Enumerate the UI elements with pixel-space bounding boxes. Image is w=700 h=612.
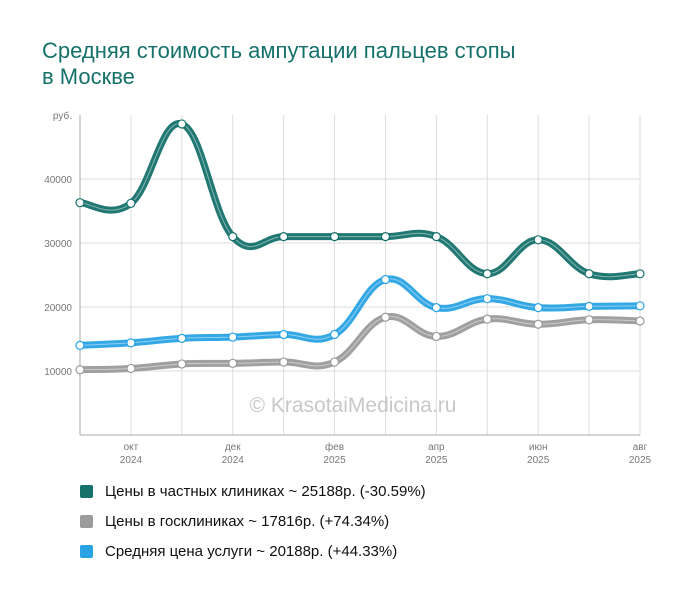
legend-label-private: Цены в частных клиниках ~ 25188р. (-30.5…: [105, 482, 426, 500]
legend-swatch-public: [80, 514, 93, 528]
y-axis-unit-label: руб.: [53, 110, 72, 122]
series-0-point: [329, 232, 340, 242]
series-0-point: [75, 198, 85, 208]
series-2-point: [584, 301, 594, 311]
series-2-point: [482, 294, 492, 304]
series-1-point: [482, 314, 492, 324]
series-1-point: [177, 359, 187, 369]
x-tick-label-year: 2024: [222, 455, 245, 466]
series-0-point: [635, 269, 645, 279]
series-2-point: [431, 303, 441, 313]
series-1-point: [75, 365, 85, 375]
y-tick-label: 10000: [44, 367, 72, 378]
series-2-point: [177, 333, 187, 343]
series-1-point: [228, 358, 238, 368]
series-2-point: [380, 274, 391, 285]
series-0-point: [533, 235, 543, 245]
chart-title-line-1: Средняя стоимость ампутации пальцев стоп…: [42, 38, 516, 63]
watermark: © KrasotaiMedicina.ru: [250, 394, 457, 417]
legend-label-public: Цены в госклиниках ~ 17816р. (+74.34%): [105, 512, 390, 530]
legend-item-private[interactable]: Цены в частных клиниках ~ 25188р. (-30.5…: [80, 482, 426, 500]
series-0-point: [431, 232, 441, 242]
series-2-point: [75, 340, 85, 350]
legend-swatch-private: [80, 484, 93, 498]
x-tick-label-month: фев: [325, 441, 344, 453]
series-2-point: [635, 301, 645, 311]
x-tick-label-year: 2024: [120, 455, 143, 466]
line-chart: 10000 20000 30000 40000 руб. окт 2024 дек 2024 фе…: [44, 110, 652, 466]
series-2-point: [126, 338, 136, 348]
legend-item-public[interactable]: Цены в госклиниках ~ 17816р. (+74.34%): [80, 512, 426, 530]
y-tick-label: 30000: [44, 239, 72, 250]
series-0-point: [177, 119, 187, 129]
x-tick-label-year: 2025: [629, 455, 652, 466]
series-2-point: [533, 303, 543, 313]
x-tick-label-year: 2025: [425, 455, 448, 466]
x-tick-label-month: июн: [529, 442, 548, 453]
series-1-point: [533, 319, 543, 329]
series-0-point: [482, 269, 492, 279]
x-tick-label-year: 2025: [527, 455, 550, 466]
x-tick-label-month: дек: [225, 442, 241, 453]
legend-label-average: Средняя цена услуги ~ 20188р. (+44.33%): [105, 542, 398, 560]
legend: Цены в частных клиниках ~ 25188р. (-30.5…: [80, 482, 426, 572]
series-1-point: [380, 312, 391, 322]
chart-title: Средняя стоимость ампутации пальцев стоп…: [42, 38, 642, 90]
series-line-0: [76, 120, 644, 281]
series-0-point: [584, 269, 594, 279]
series-2-point: [329, 329, 340, 340]
series-1-point: [584, 315, 594, 325]
x-tick-label-year: 2025: [323, 455, 346, 466]
legend-item-average[interactable]: Средняя цена услуги ~ 20188р. (+44.33%): [80, 542, 426, 560]
legend-swatch-average: [80, 544, 93, 558]
series-2-point: [228, 332, 238, 342]
series-1-point: [126, 363, 136, 374]
x-tick-label-month: окт: [124, 442, 139, 453]
series-line-highlight-0: [79, 123, 641, 278]
series-1-point: [431, 331, 441, 342]
series-1-point: [635, 316, 645, 326]
x-tick-label-month: апр: [428, 442, 445, 453]
chart-title-line-2: в Москве: [42, 64, 135, 89]
series-1-point: [329, 357, 340, 367]
series-0-point: [126, 198, 136, 208]
series-2-point: [279, 329, 289, 340]
y-tick-label: 40000: [44, 175, 72, 186]
x-tick-label-month: авг: [633, 442, 648, 453]
series-0-point: [380, 232, 391, 242]
y-tick-label: 20000: [44, 303, 72, 314]
series-0-point: [279, 232, 289, 242]
series-1-point: [279, 357, 289, 367]
series-0-point: [228, 232, 238, 242]
